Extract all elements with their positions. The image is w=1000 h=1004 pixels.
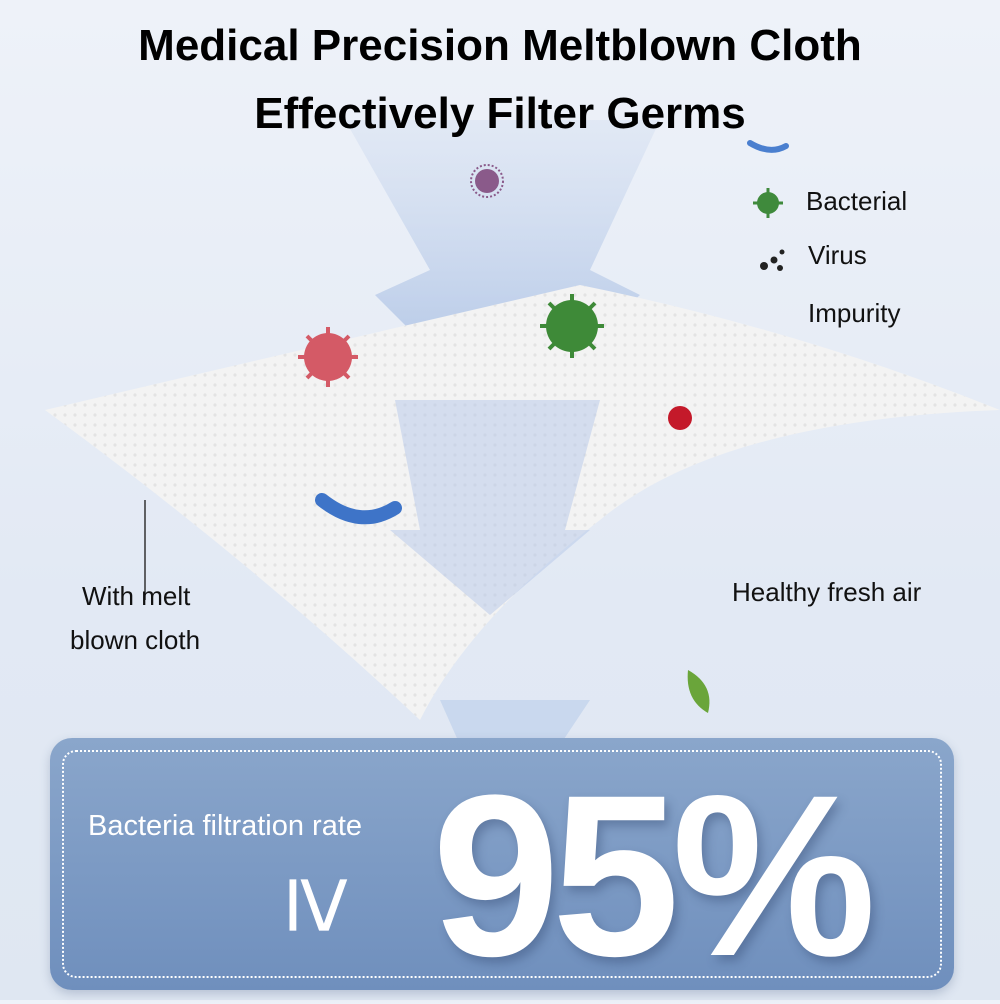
virus-dots-icon [760,249,785,271]
impurity-red-icon [668,406,692,430]
airflow-arrow-bottom [440,700,590,745]
page-title-line1: Medical Precision Meltblown Cloth [138,21,862,70]
bacteria-icon [753,188,783,218]
bacteria-green-icon [540,294,604,358]
bacillus-blue-small-icon [747,140,789,153]
airflow-arrow-middle [390,400,600,615]
cloth-caption-line1: With melt [82,581,191,611]
virus-red-icon [298,327,358,387]
legend-virus: Virus [808,240,867,270]
page-title-line2: Effectively Filter Germs [254,89,746,138]
filtration-rate-value: 95% [432,747,876,1004]
greater-equal-symbol: ≥ [268,876,376,934]
filtration-rate-panel [50,738,954,990]
leaf-icon [687,670,710,713]
cloth-caption-line2: blown cloth [70,625,201,655]
filtration-rate-label: Bacteria filtration rate [88,810,363,842]
bacillus-blue-icon [315,493,402,525]
fresh-air-caption: Healthy fresh air [732,577,922,607]
legend-bacterial: Bacterial [806,186,908,216]
virus-purple-icon [470,164,504,198]
legend-impurity: Impurity [808,298,901,328]
